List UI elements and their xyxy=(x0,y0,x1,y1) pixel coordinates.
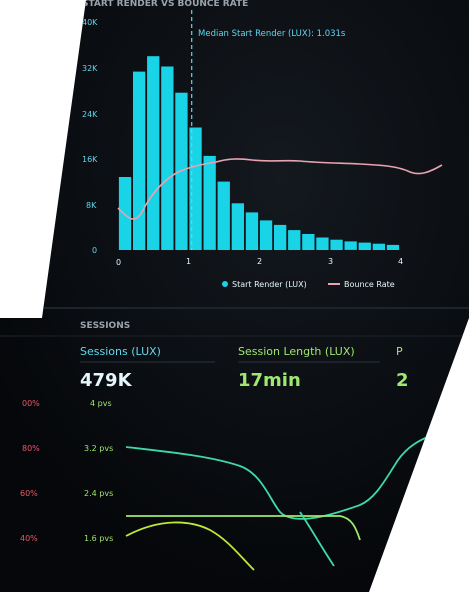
chart-y-ticks: 40K 32K 24K 16K 8K 0 xyxy=(82,18,98,255)
histogram-bar xyxy=(245,212,259,250)
histogram-bar xyxy=(161,66,174,250)
sessions-green-drop-line xyxy=(299,511,335,567)
histogram-bar xyxy=(203,155,216,250)
histogram-bar xyxy=(302,234,315,250)
sessions-lime-line xyxy=(125,521,255,571)
histogram-bar xyxy=(217,181,230,250)
histogram-bar xyxy=(288,230,301,250)
legend-start-render-dot xyxy=(222,281,228,287)
y-tick: 32K xyxy=(82,64,98,73)
histogram-bar xyxy=(344,241,357,250)
left-tick: 00% xyxy=(22,399,40,408)
histogram-bar xyxy=(386,244,400,250)
histogram-bar xyxy=(147,56,160,251)
metric-partial-label: P xyxy=(396,345,403,358)
median-annotation: Median Start Render (LUX): 1.031s xyxy=(198,29,346,39)
metric-partial-value: 2 xyxy=(396,370,409,391)
sessions-y-ticks: 4 pvs 3.2 pvs 2.4 pvs 1.6 pvs xyxy=(84,399,113,543)
histogram-bar xyxy=(274,224,287,250)
x-tick: 1 xyxy=(186,257,191,266)
sessions-heading: SESSIONS xyxy=(80,321,130,331)
histogram-bar xyxy=(133,71,146,250)
metric-sessions-label: Sessions (LUX) xyxy=(80,345,161,358)
left-panel-ticks: 00% 80% 60% 40% xyxy=(20,399,40,543)
x-tick: 2 xyxy=(257,257,262,266)
y-tick: 40K xyxy=(82,18,98,27)
histogram-bar xyxy=(118,177,132,250)
y-tick: 24K xyxy=(82,110,98,119)
x-tick: 3 xyxy=(328,257,333,266)
histogram-bar xyxy=(358,242,371,250)
y-tick: 8K xyxy=(86,201,97,210)
legend-bounce-rate-label: Bounce Rate xyxy=(344,280,395,289)
sessions-teal-line xyxy=(125,435,431,520)
y-tick: 2.4 pvs xyxy=(84,489,113,498)
x-tick: 0 xyxy=(116,258,121,267)
chart-x-ticks: 0 1 2 3 4 xyxy=(116,257,403,267)
x-tick: 4 xyxy=(398,257,403,266)
left-tick: 60% xyxy=(20,489,38,498)
y-tick: 0 xyxy=(92,246,97,255)
histogram-bar xyxy=(189,127,202,250)
left-tick: 40% xyxy=(20,534,38,543)
chart-title: START RENDER VS BOUNCE RATE xyxy=(82,0,248,9)
metric-session-length-value: 17min xyxy=(238,370,301,391)
y-tick: 1.6 pvs xyxy=(84,534,113,543)
histogram-bar xyxy=(372,243,385,250)
y-tick: 16K xyxy=(82,155,98,164)
bars-group xyxy=(118,56,400,251)
bounce-rate-line xyxy=(117,158,443,220)
left-tick: 80% xyxy=(22,444,40,453)
metric-session-length-label: Session Length (LUX) xyxy=(238,345,355,358)
y-tick: 3.2 pvs xyxy=(84,444,113,453)
histogram-bar xyxy=(231,203,244,250)
y-tick: 4 pvs xyxy=(90,399,112,408)
legend-start-render-label: Start Render (LUX) xyxy=(232,280,307,289)
histogram-bar xyxy=(259,220,273,250)
metric-sessions-value: 479K xyxy=(80,370,133,391)
sessions-flat-line xyxy=(126,515,361,541)
histogram-bar xyxy=(316,237,329,250)
histogram-bar xyxy=(330,239,343,250)
